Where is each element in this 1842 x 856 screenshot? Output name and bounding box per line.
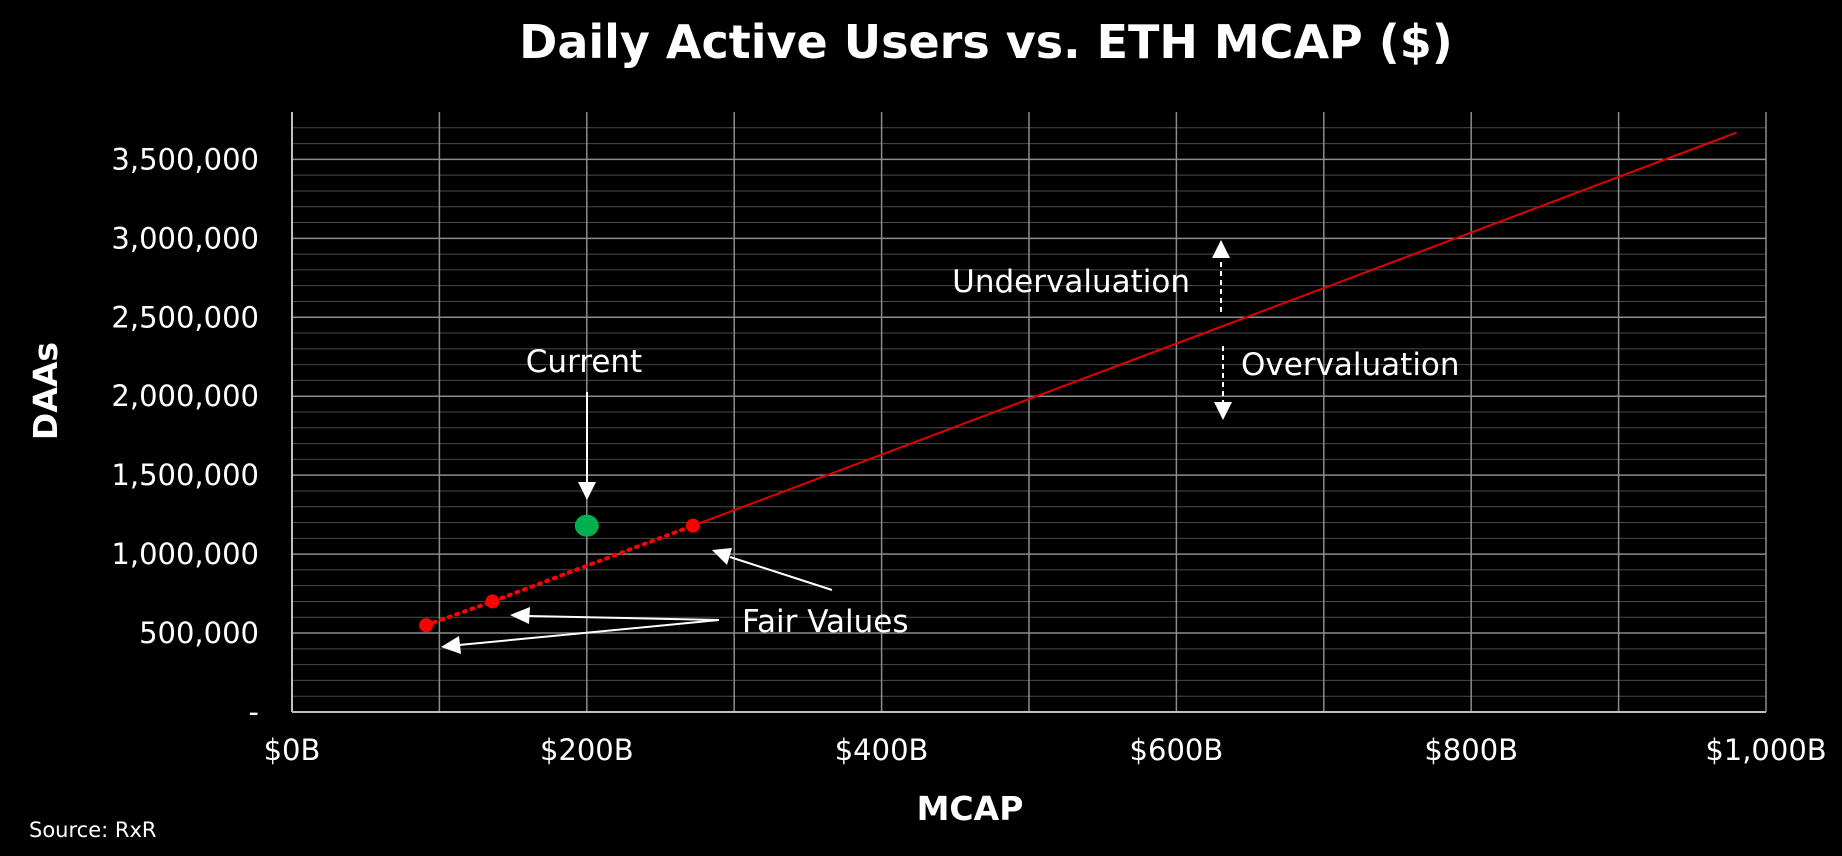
arrow-fair-value-1 bbox=[510, 607, 720, 624]
y-tick-label: 2,500,000 bbox=[111, 300, 259, 334]
annotation-fair-values: Fair Values bbox=[742, 604, 908, 640]
y-axis-title: DAAs bbox=[26, 342, 65, 440]
arrow-current bbox=[578, 392, 596, 500]
arrow-undervaluation bbox=[1212, 240, 1230, 312]
y-tick-label: 1,500,000 bbox=[111, 458, 259, 492]
y-tick-label: - bbox=[249, 695, 259, 729]
x-axis-title: MCAP bbox=[917, 789, 1024, 828]
fair-value-point bbox=[419, 618, 434, 633]
arrow-fair-value-2 bbox=[441, 619, 720, 654]
annotation-overvaluation: Overvaluation bbox=[1241, 347, 1460, 383]
x-tick-label: $1,000B bbox=[1705, 733, 1826, 767]
y-tick-label: 3,500,000 bbox=[111, 142, 259, 176]
source-note: Source: RxR bbox=[29, 818, 157, 842]
annotation-undervaluation: Undervaluation bbox=[952, 264, 1190, 300]
y-axis-ticks: - 500,000 1,000,000 1,500,000 2,000,000 2,500… bbox=[111, 142, 259, 729]
annotation-current: Current bbox=[526, 344, 642, 380]
chart-title: Daily Active Users vs. ETH MCAP ($) bbox=[519, 15, 1453, 69]
arrow-overvaluation bbox=[1214, 346, 1232, 420]
arrow-fair-value-3 bbox=[712, 548, 833, 591]
x-tick-label: $0B bbox=[264, 733, 321, 767]
trend-line bbox=[692, 131, 1737, 527]
x-tick-label: $800B bbox=[1424, 733, 1518, 767]
y-tick-label: 2,000,000 bbox=[111, 379, 259, 413]
current-point bbox=[574, 514, 599, 537]
fair-value-point bbox=[485, 594, 500, 609]
x-tick-label: $200B bbox=[540, 733, 634, 767]
fair-value-dotted-line bbox=[424, 523, 695, 628]
y-tick-label: 3,000,000 bbox=[111, 221, 259, 255]
grid bbox=[291, 112, 1767, 713]
x-axis-ticks: $0B $200B $400B $600B $800B $1,000B bbox=[264, 733, 1827, 767]
y-tick-label: 1,000,000 bbox=[111, 537, 259, 571]
chart-marks bbox=[419, 131, 1737, 633]
x-tick-label: $600B bbox=[1130, 733, 1224, 767]
y-tick-label: 500,000 bbox=[139, 616, 259, 650]
x-tick-label: $400B bbox=[835, 733, 929, 767]
